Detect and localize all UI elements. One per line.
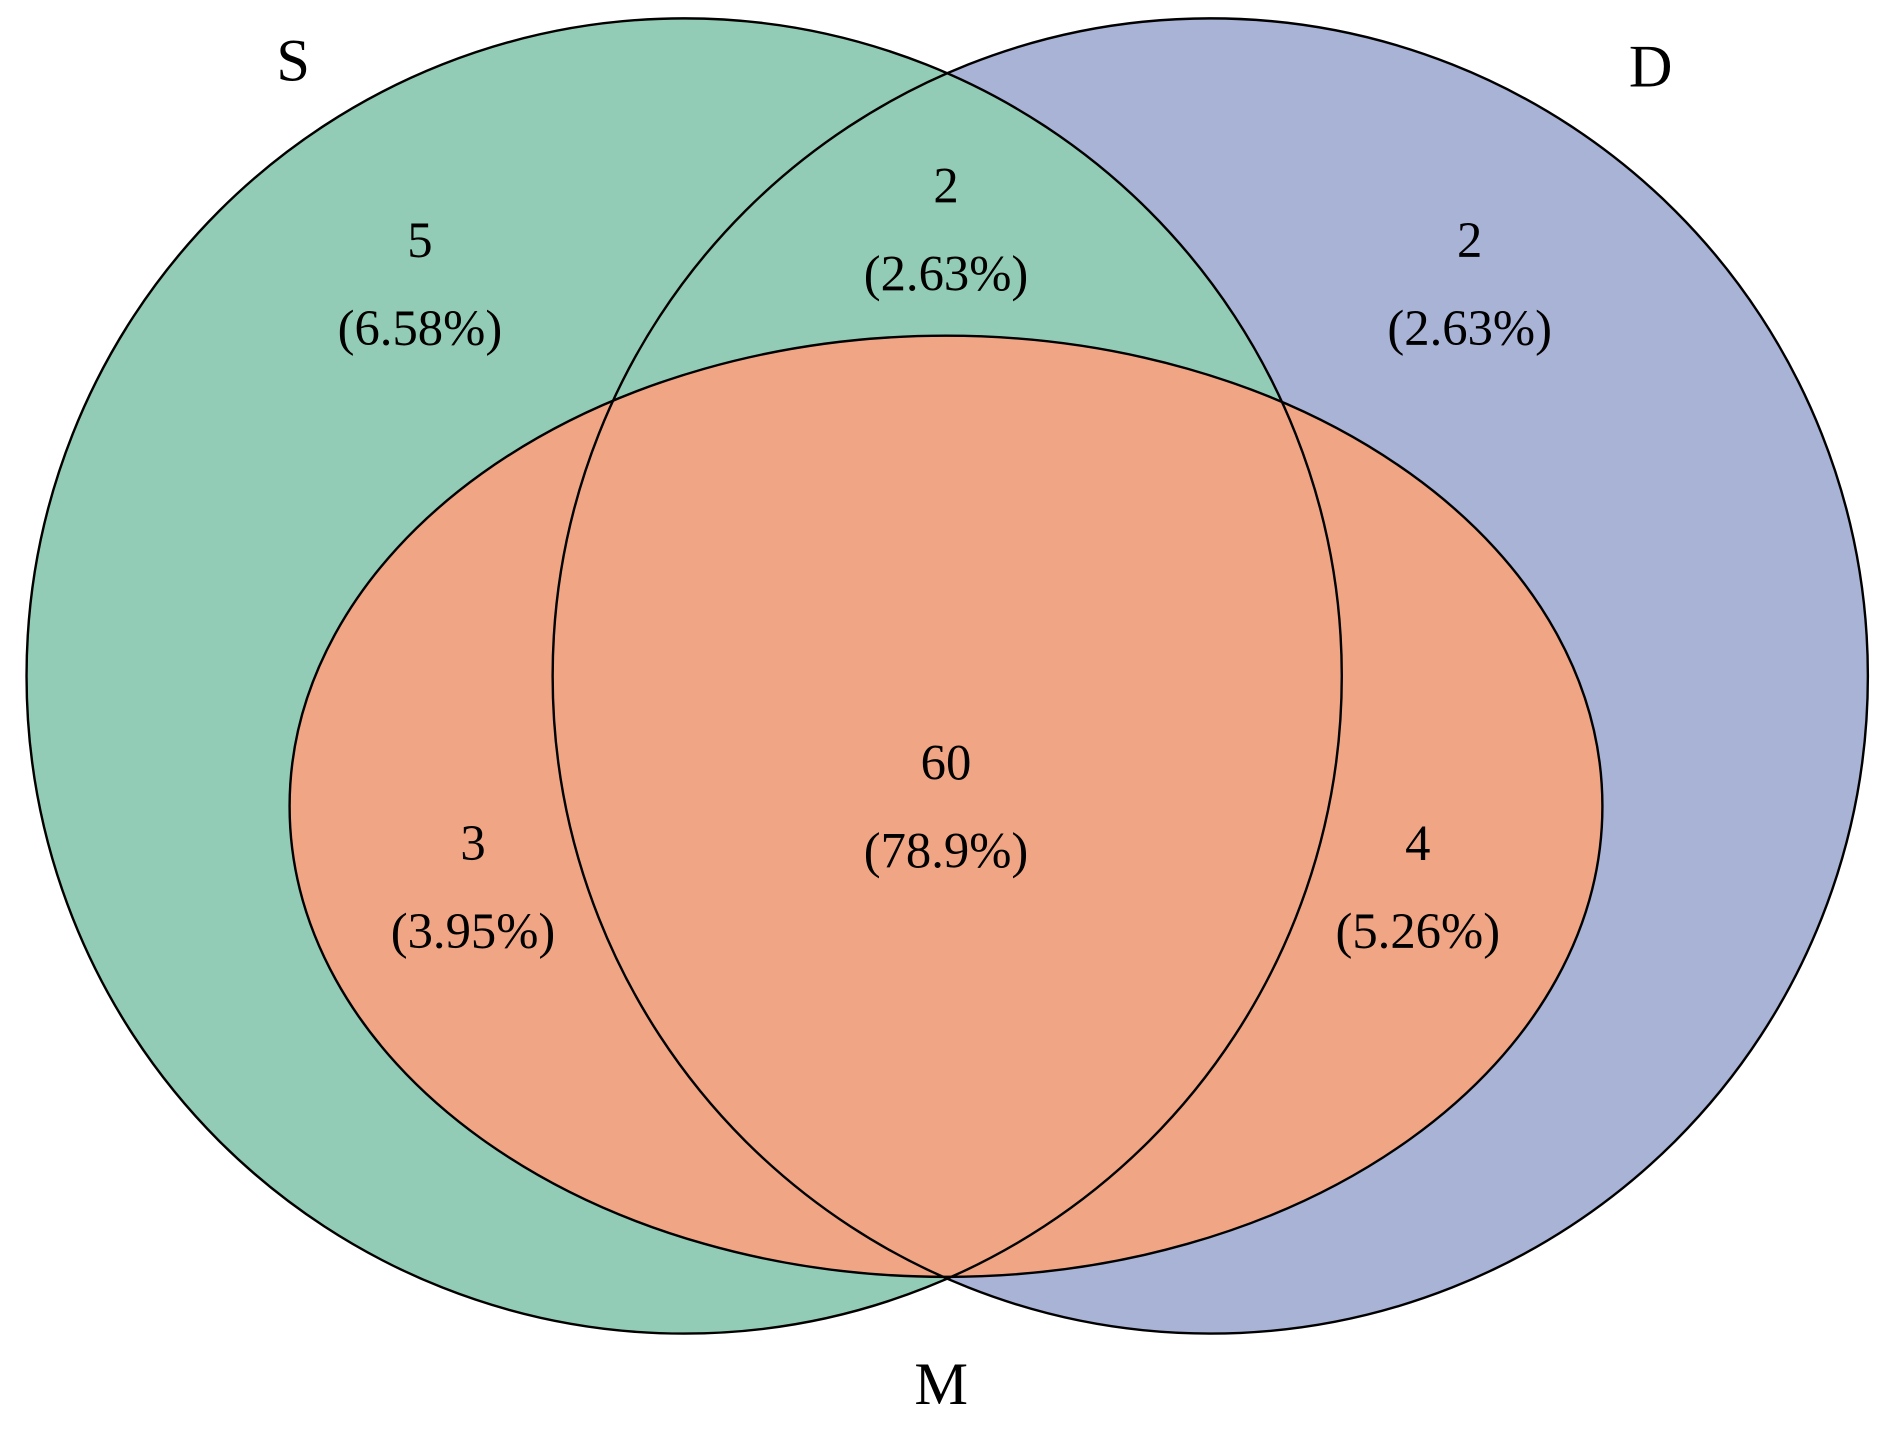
set-outline xyxy=(551,17,1870,1335)
set-outline xyxy=(288,334,1604,1279)
region-count: 3 xyxy=(460,815,485,871)
set-area xyxy=(289,335,1603,1277)
set-shapes xyxy=(26,18,1868,1334)
set-label: M xyxy=(914,1351,968,1418)
region-count: 60 xyxy=(921,734,972,790)
labels: S D M 5 (6.58%) 2 (2.63%) 2 (2.63%) 3 (3.95%) 60 (78… xyxy=(276,27,1672,1418)
region-percent: (5.26%) xyxy=(1335,903,1500,959)
region-percent: (78.9%) xyxy=(864,822,1029,878)
region-count: 4 xyxy=(1405,815,1430,871)
region-percent: (3.95%) xyxy=(391,903,556,959)
region-count: 2 xyxy=(1457,212,1482,268)
set-label: D xyxy=(1629,34,1673,101)
region-count: 2 xyxy=(933,158,958,214)
region-percent: (2.63%) xyxy=(864,246,1029,302)
region-percent: (2.63%) xyxy=(1387,300,1552,356)
region-count: 5 xyxy=(407,212,432,268)
set-outline xyxy=(25,17,1343,1335)
set-outlines xyxy=(25,17,1870,1335)
region-percent: (6.58%) xyxy=(338,300,503,356)
set-label: S xyxy=(276,27,310,94)
